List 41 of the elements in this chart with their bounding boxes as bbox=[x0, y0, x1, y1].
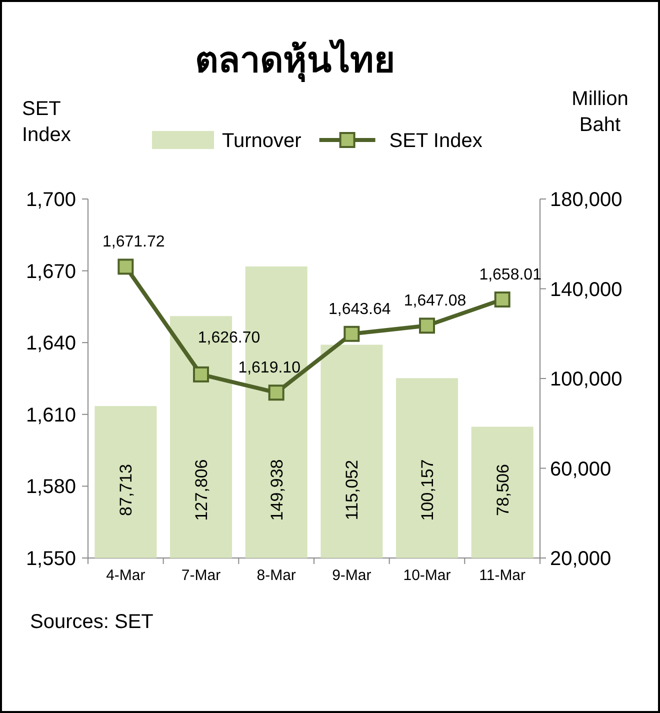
data-label: 1,647.08 bbox=[404, 292, 466, 310]
y-tick-label: 1,610 bbox=[26, 404, 76, 426]
y2-tick-label: 60,000 bbox=[550, 458, 612, 480]
y-tick-label: 1,670 bbox=[26, 260, 76, 283]
y-tick-label: 1,700 bbox=[26, 189, 76, 211]
x-tick-label: 9-Mar bbox=[332, 567, 372, 584]
x-tick-label: 8-Mar bbox=[256, 567, 296, 584]
x-tick-label: 11-Mar bbox=[479, 567, 526, 584]
y-tick-label: 1,580 bbox=[26, 476, 76, 498]
y-tick-label: 1,640 bbox=[26, 332, 76, 355]
x-tick-label: 7-Mar bbox=[181, 567, 221, 584]
y2-tick-label: 140,000 bbox=[550, 278, 622, 301]
chart-title: ตลาดหุ้นไทย bbox=[195, 38, 395, 83]
point bbox=[268, 384, 284, 401]
point bbox=[419, 318, 435, 334]
y2-tick-label: 180,000 bbox=[550, 189, 622, 211]
y-tick-label: 1,550 bbox=[26, 548, 76, 570]
data-label: 1,671.72 bbox=[102, 234, 165, 251]
point bbox=[118, 258, 134, 275]
data-label: 127,806 bbox=[192, 459, 211, 521]
source-note: Sources: SET bbox=[30, 611, 154, 633]
data-label: 78,506 bbox=[493, 464, 512, 516]
data-label: 100,157 bbox=[418, 459, 437, 521]
point bbox=[344, 326, 360, 342]
y2-tick-label: 100,000 bbox=[550, 368, 622, 390]
y-axis-title: SET Index bbox=[22, 98, 71, 146]
x-tick-label: 10-Mar bbox=[403, 567, 451, 584]
data-label: 1,643.64 bbox=[328, 300, 391, 318]
data-label: 149,938 bbox=[267, 459, 286, 521]
data-label: 1,626.70 bbox=[198, 329, 260, 346]
y2-tick-label: 20,000 bbox=[550, 548, 612, 570]
data-label: 87,713 bbox=[116, 464, 136, 516]
x-tick-label: 4-Mar bbox=[106, 567, 146, 584]
y2-axis-title: Million Baht bbox=[572, 88, 628, 136]
point bbox=[193, 366, 209, 382]
legend-label: Turnover bbox=[222, 130, 302, 152]
point bbox=[494, 291, 510, 308]
data-label: 1,619.10 bbox=[238, 360, 301, 377]
legend-label: SET Index bbox=[389, 130, 482, 152]
data-label: 115,052 bbox=[342, 460, 362, 520]
data-label: 1,658.01 bbox=[479, 266, 542, 284]
